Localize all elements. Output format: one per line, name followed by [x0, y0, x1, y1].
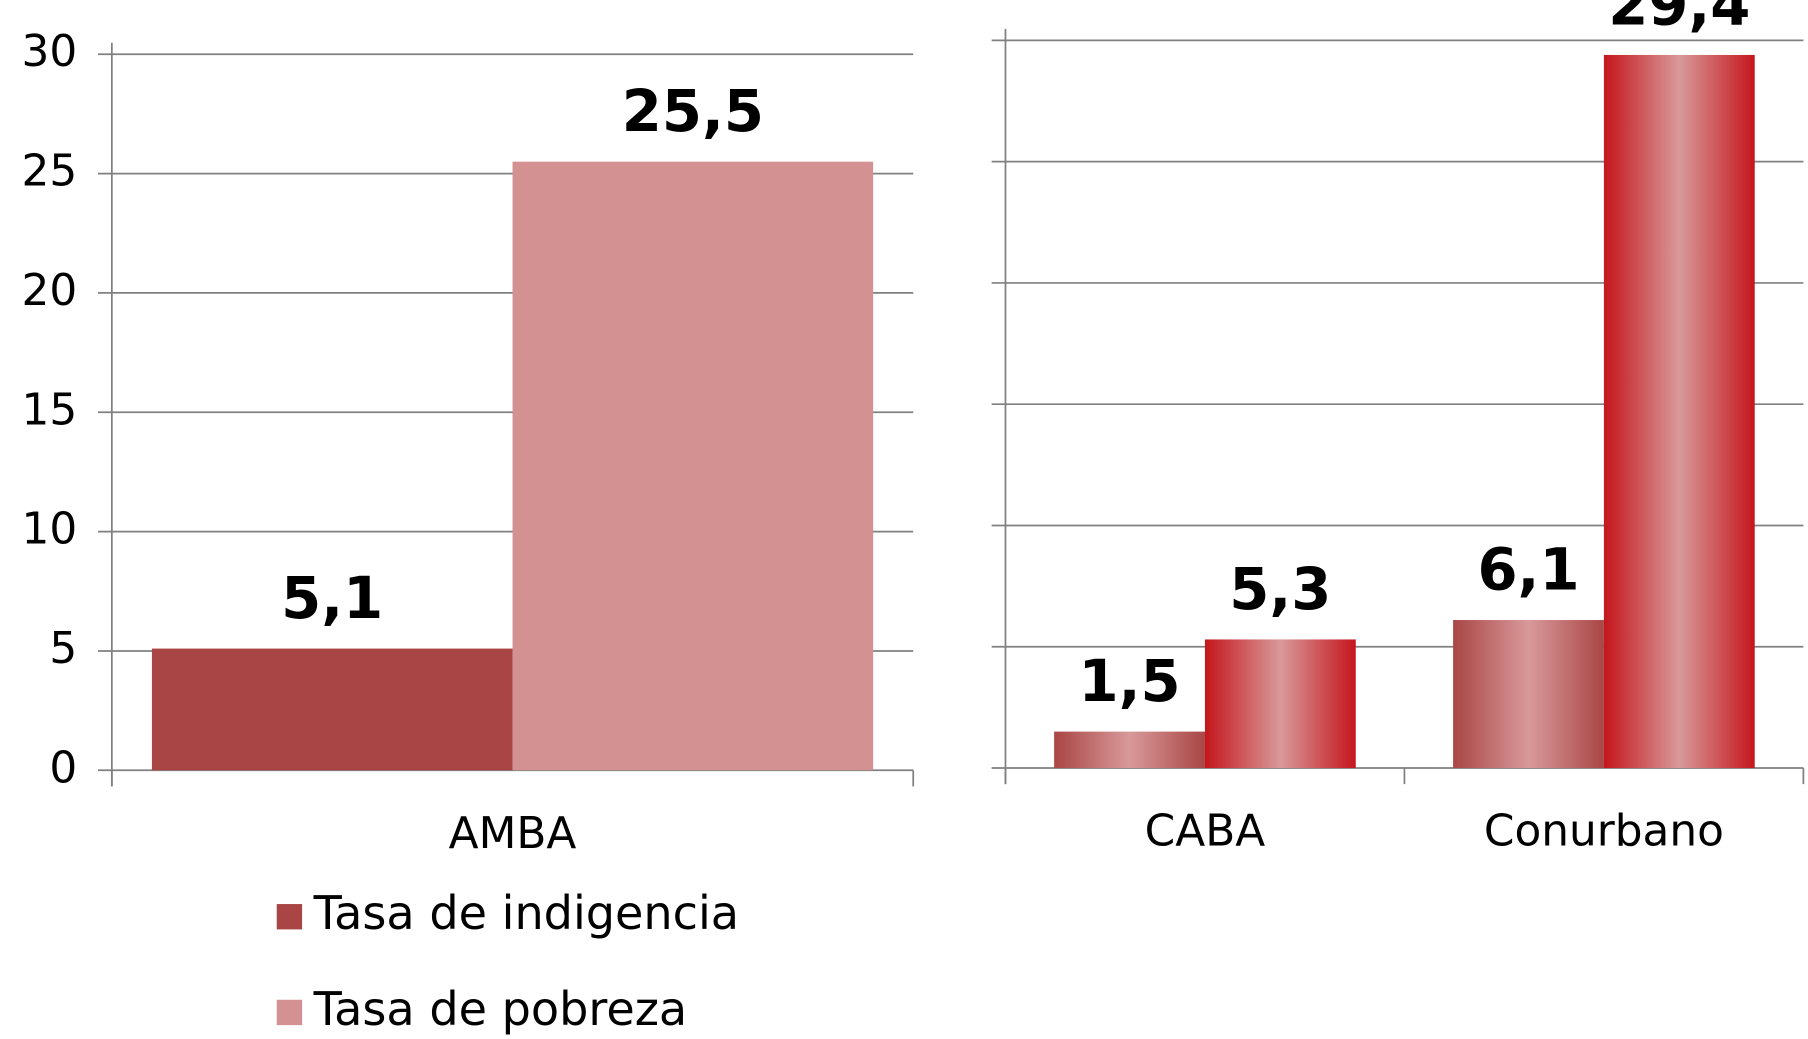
legend-swatch	[276, 904, 303, 930]
bar	[1603, 54, 1755, 768]
y-tick-label: 5	[49, 623, 77, 674]
bar	[1054, 731, 1205, 768]
bar	[151, 648, 513, 771]
y-tick-label: 15	[22, 384, 78, 435]
value-label: 6,1	[1477, 536, 1579, 604]
bar	[1204, 639, 1356, 768]
value-label: 5,1	[281, 564, 383, 632]
bar	[512, 161, 874, 771]
legend-label: Tasa de indigencia	[313, 886, 739, 940]
y-tick-label: 30	[22, 26, 78, 77]
y-tick-label: 10	[22, 504, 78, 555]
legend-label: Tasa de pobreza	[313, 982, 688, 1036]
y-tick-label: 0	[49, 742, 77, 793]
value-label: 29,4	[1608, 0, 1750, 38]
legend-swatch	[276, 999, 303, 1026]
bar	[1453, 620, 1604, 768]
x-tick-label: Conurbano	[1484, 806, 1724, 857]
x-tick-label: AMBA	[449, 808, 577, 859]
value-label: 1,5	[1078, 647, 1180, 715]
y-tick-label: 25	[22, 146, 78, 197]
y-tick-label: 20	[22, 265, 78, 316]
value-label: 5,3	[1229, 555, 1331, 623]
value-label: 25,5	[622, 77, 764, 145]
x-tick-label: CABA	[1145, 806, 1266, 857]
